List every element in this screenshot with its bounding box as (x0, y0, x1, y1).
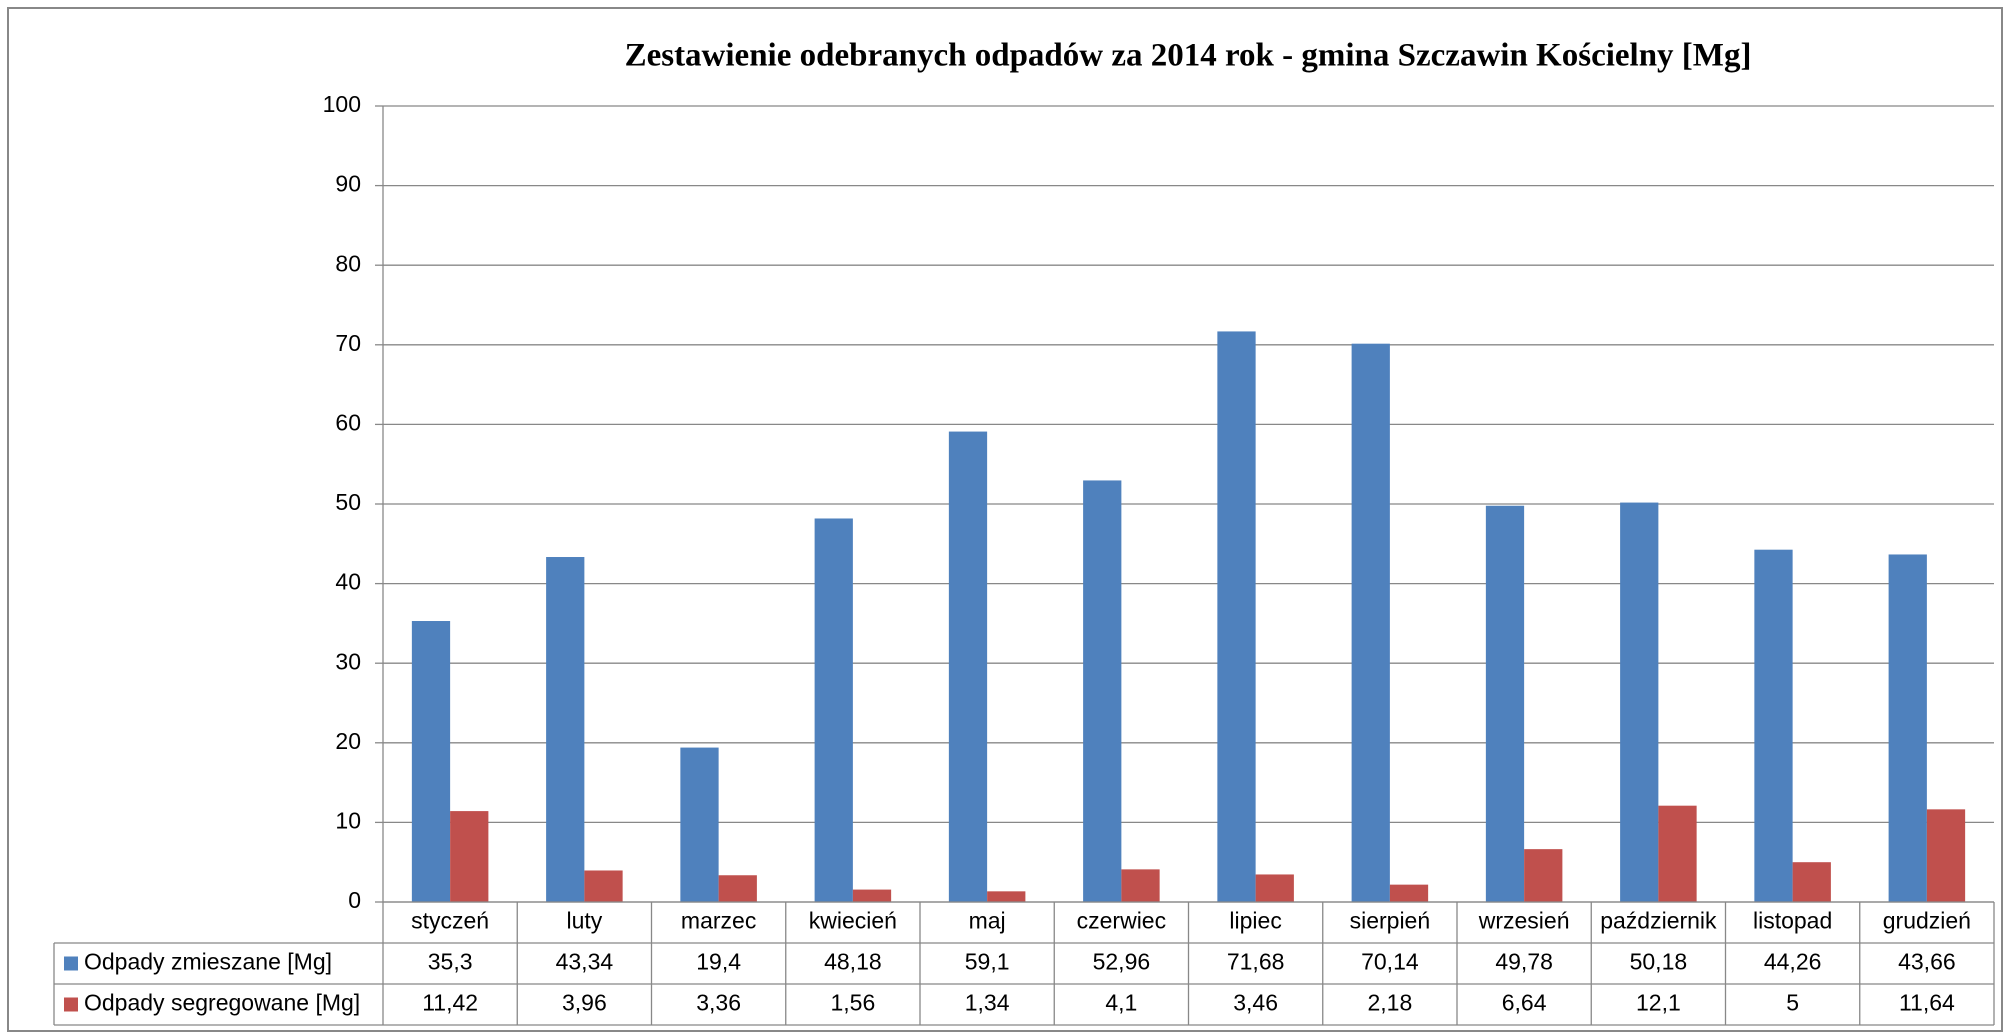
table-value: 35,3 (428, 949, 473, 975)
bar (852, 889, 892, 902)
table-value: 11,64 (1899, 990, 1955, 1016)
y-tick-label: 90 (335, 171, 361, 197)
bar (411, 621, 451, 902)
table-value: 71,68 (1227, 949, 1285, 975)
table-value: 3,36 (696, 990, 741, 1016)
bar (546, 557, 585, 902)
chart-frame (7, 7, 2003, 1032)
table-value: 70,14 (1361, 949, 1419, 975)
bar (680, 747, 719, 902)
bar (1926, 809, 1966, 902)
legend-key (64, 997, 78, 1012)
table-value: 4,1 (1105, 990, 1137, 1016)
y-tick-label: 10 (335, 807, 361, 833)
x-tick-label: listopad (1753, 908, 1832, 934)
x-tick-label: październik (1600, 908, 1717, 934)
table-value: 2,18 (1367, 990, 1412, 1016)
table-value: 43,66 (1898, 949, 1956, 975)
bar (1121, 869, 1160, 902)
y-tick-label: 30 (335, 648, 361, 674)
y-tick-label: 60 (335, 409, 361, 435)
x-tick-label: wrzesień (1478, 908, 1570, 934)
bar (1083, 480, 1122, 902)
bar (1217, 331, 1256, 902)
table-value: 1,56 (830, 990, 875, 1016)
bar (1524, 849, 1563, 902)
bar (718, 875, 757, 902)
table-value: 1,34 (965, 990, 1010, 1016)
y-tick-label: 20 (335, 728, 361, 754)
x-tick-label: luty (566, 908, 602, 934)
table-value: 5 (1786, 990, 1799, 1016)
x-tick-label: kwiecień (809, 908, 897, 934)
x-tick-label: sierpień (1350, 908, 1431, 934)
bar (987, 891, 1026, 902)
table-value: 19,4 (696, 949, 741, 975)
y-tick-label: 40 (335, 569, 361, 595)
table-value: 59,1 (965, 949, 1010, 975)
table-value: 3,96 (562, 990, 607, 1016)
table-value: 3,46 (1233, 990, 1278, 1016)
bar (1620, 502, 1659, 902)
table-value: 11,42 (422, 990, 478, 1016)
bar (814, 518, 853, 902)
legend-label: Odpady segregowane [Mg] (84, 990, 360, 1016)
y-tick-label: 70 (335, 330, 361, 356)
x-tick-label: marzec (681, 908, 756, 934)
x-tick-label: maj (969, 908, 1006, 934)
chart-title: Zestawienie odebranych odpadów za 2014 r… (625, 38, 1752, 74)
table-value: 49,78 (1495, 949, 1553, 975)
table-value: 6,64 (1502, 990, 1547, 1016)
bar (1351, 343, 1390, 902)
y-tick-label: 50 (335, 489, 361, 515)
table-value: 43,34 (556, 949, 614, 975)
y-tick-label: 80 (335, 250, 361, 276)
table-value: 48,18 (824, 949, 882, 975)
bar (1255, 874, 1294, 902)
bar (1792, 862, 1831, 902)
x-tick-label: styczeń (411, 908, 489, 934)
table-value: 50,18 (1630, 949, 1688, 975)
table-value: 52,96 (1093, 949, 1151, 975)
bar (1485, 505, 1525, 902)
table-value: 12,1 (1636, 990, 1681, 1016)
x-tick-label: czerwiec (1077, 908, 1166, 934)
bar (584, 870, 623, 902)
x-tick-label: lipiec (1229, 908, 1281, 934)
bar (1658, 805, 1697, 902)
bar (948, 431, 988, 902)
bar (1754, 549, 1793, 902)
bar (1389, 884, 1429, 902)
legend-label: Odpady zmieszane [Mg] (84, 949, 332, 975)
x-tick-label: grudzień (1883, 908, 1971, 934)
y-tick-label: 0 (348, 887, 361, 913)
bar (1888, 554, 1927, 902)
bar (450, 811, 489, 902)
table-value: 44,26 (1764, 949, 1822, 975)
y-tick-label: 100 (323, 91, 361, 117)
legend-key (64, 956, 78, 971)
